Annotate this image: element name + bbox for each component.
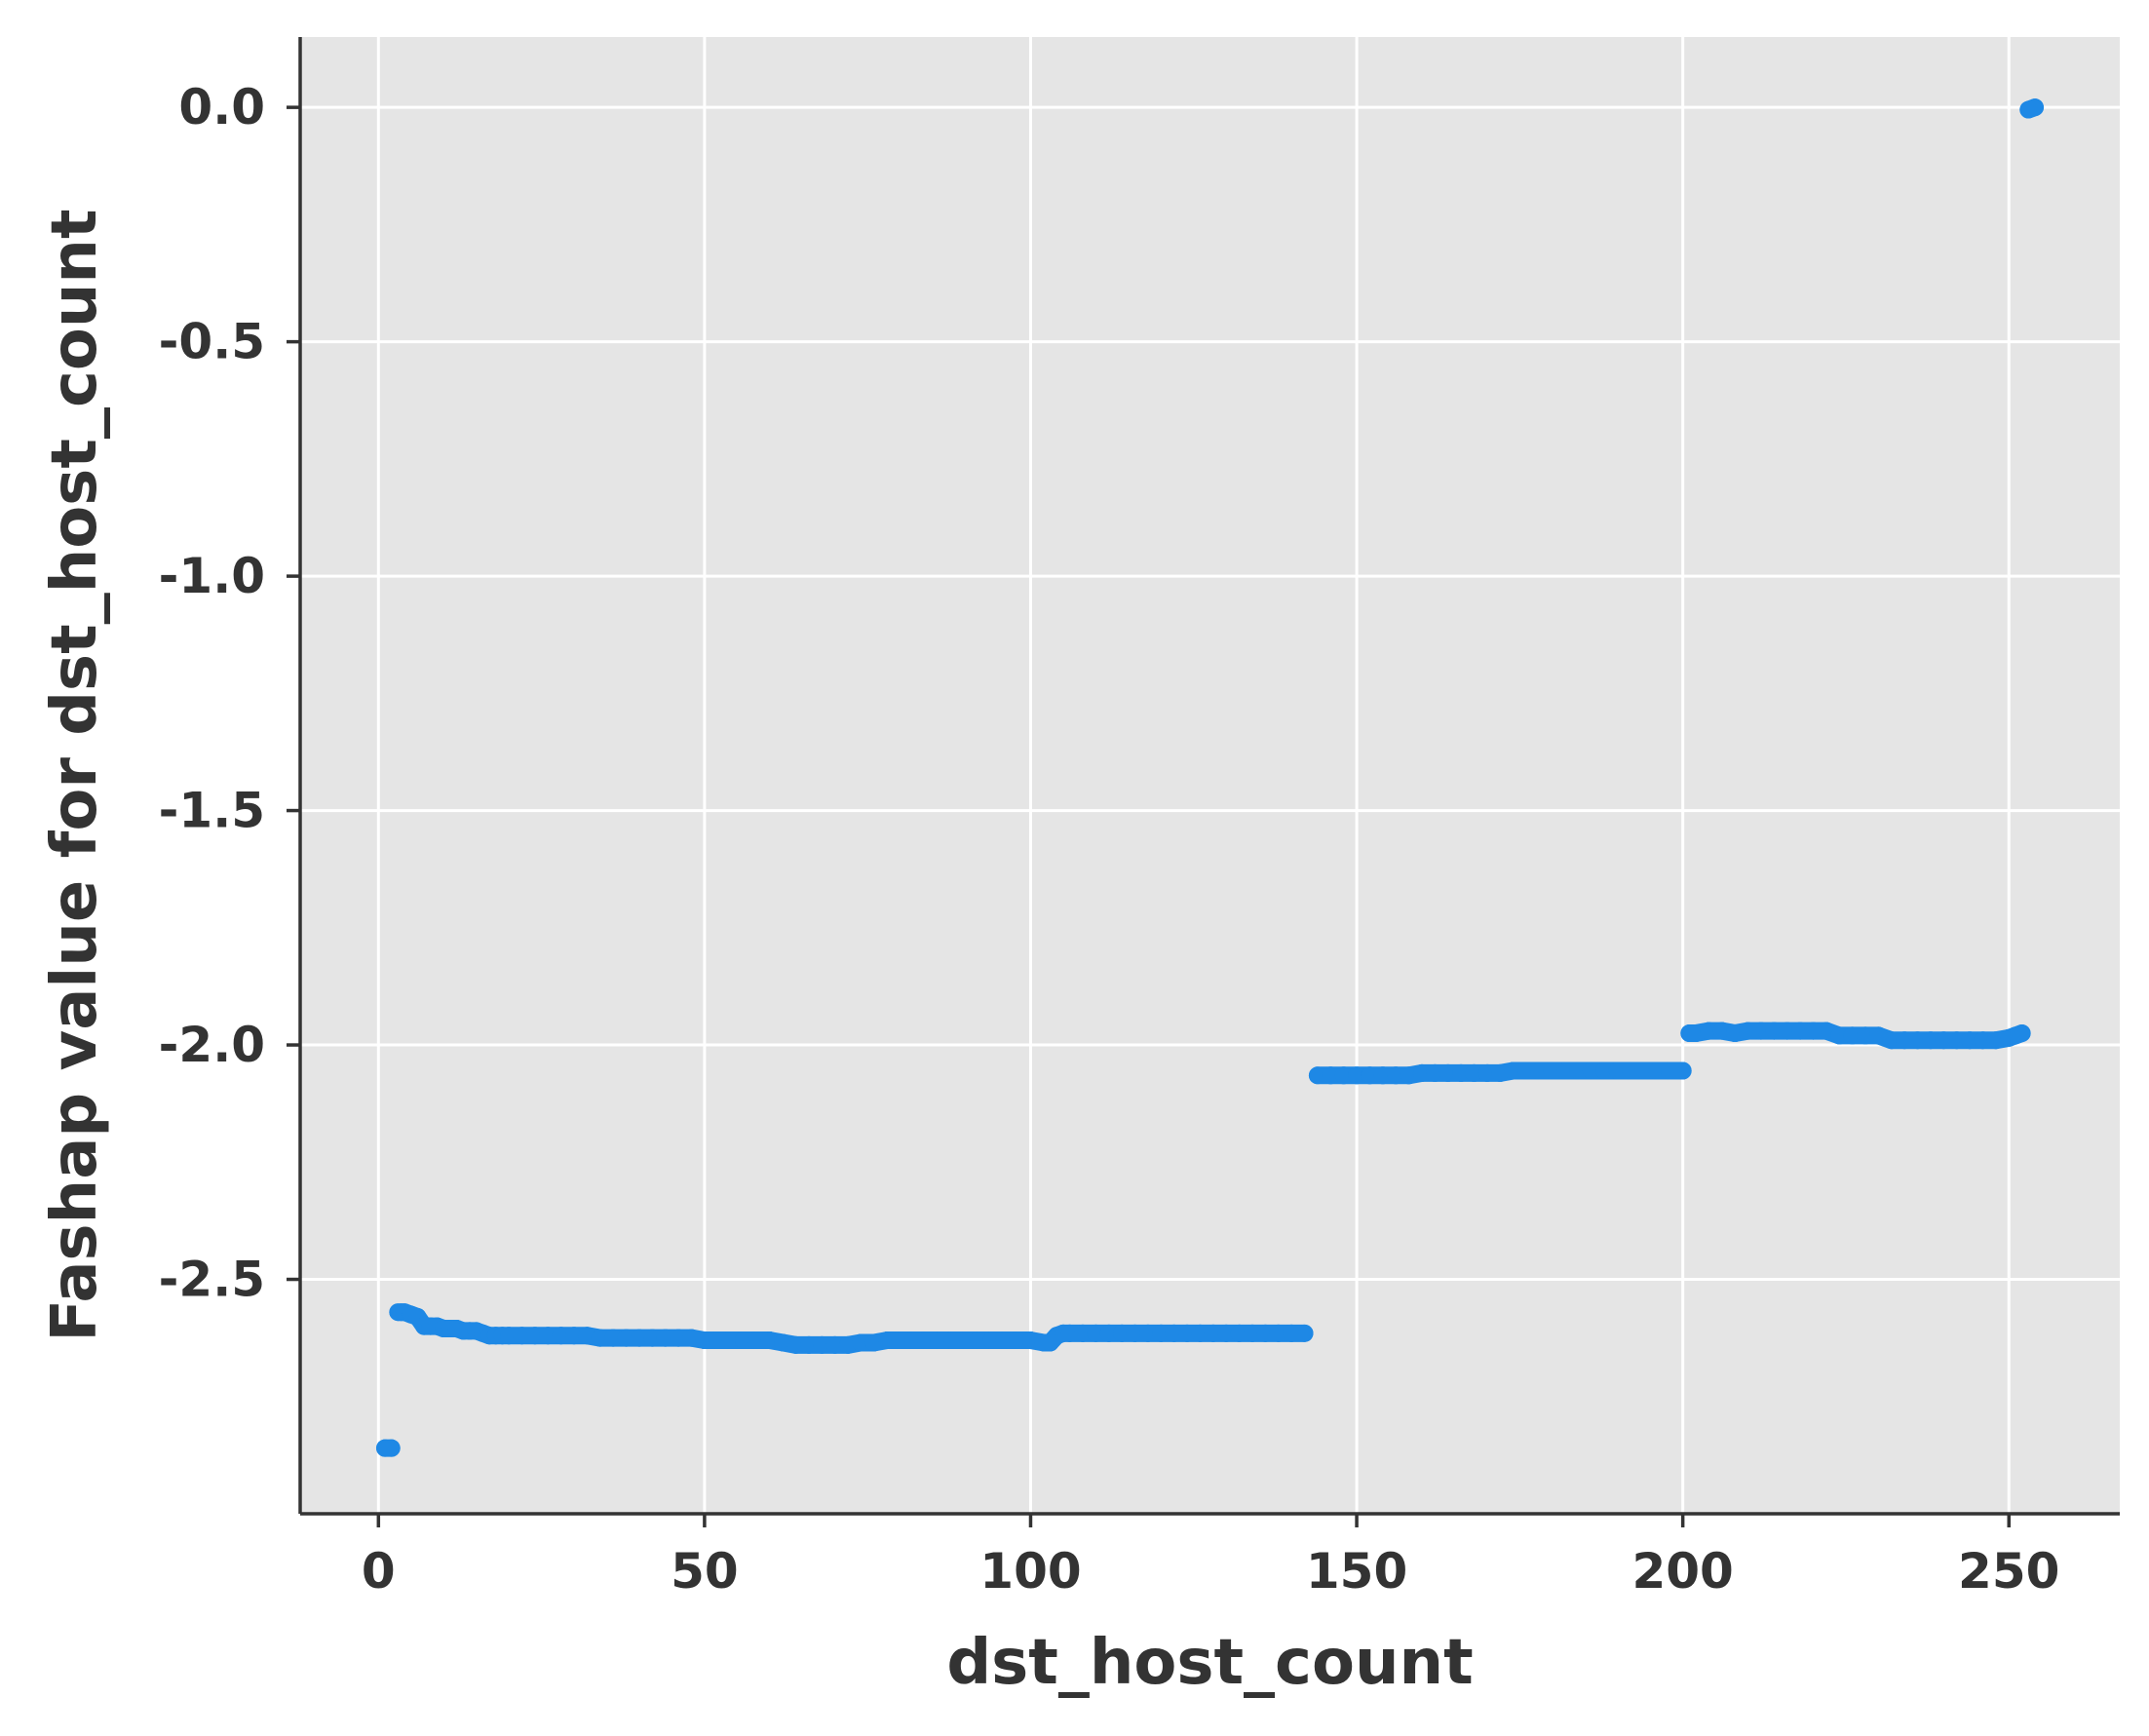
y-tick-label: -1.0 [159,548,265,604]
x-tick-label: 200 [1631,1543,1733,1600]
y-tick-label: -0.5 [159,314,265,370]
x-tick-label: 0 [362,1543,396,1600]
data-point [1673,1061,1692,1080]
x-tick-label: 100 [979,1543,1081,1600]
data-point [1295,1324,1314,1342]
data-point [382,1439,401,1457]
data-point [2026,98,2045,117]
y-tick-label: -2.5 [159,1252,265,1308]
x-tick-label: 50 [671,1543,739,1600]
ticks: 0 50 100 150 200 250 0.0 -0.5 -1.0 -1.5 -2.0 -2.5 [159,79,2060,1600]
plot-background [300,37,2120,1514]
data-points [375,98,2045,1457]
y-tick-label: -2.0 [159,1017,265,1073]
x-axis-label: dst_host_count [946,1627,1473,1699]
y-axis-label: Fashap value for dst_host_count [39,209,111,1341]
data-point [2013,1024,2031,1043]
x-tick-label: 150 [1306,1543,1407,1600]
axes [298,37,2120,1516]
y-tick-label: 0.0 [178,79,265,135]
y-tick-label: -1.5 [159,783,265,839]
grid [300,37,2120,1514]
x-tick-label: 250 [1958,1543,2059,1600]
